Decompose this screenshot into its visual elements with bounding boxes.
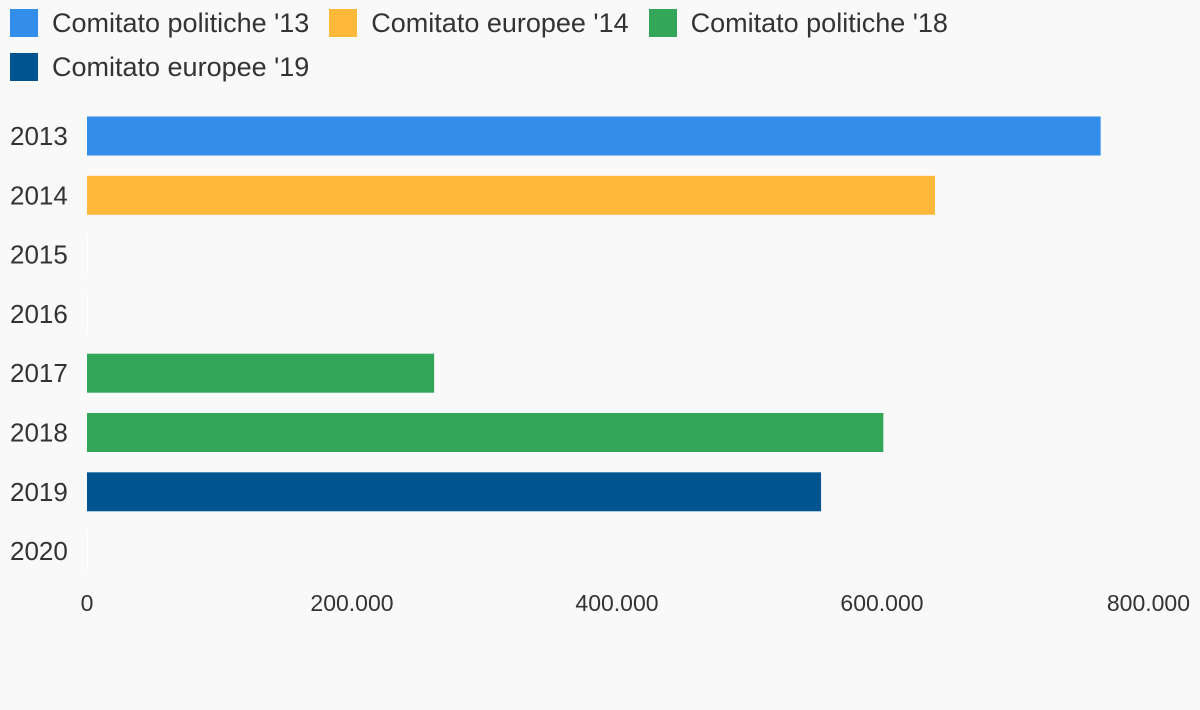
- bar-2019[interactable]: [87, 472, 822, 512]
- category-axis: 2013 2014 2015 2016 2017 2018 2019 2020: [10, 121, 68, 566]
- category-label-2018: 2018: [10, 418, 68, 448]
- x-tick-label: 600.000: [840, 590, 923, 616]
- legend: Comitato politiche '13 Comitato europee …: [10, 8, 1010, 82]
- value-axis: 0 200.000 400.000 600.000 800.000: [81, 590, 1190, 616]
- bar-2018[interactable]: [87, 413, 884, 452]
- legend-label-politiche-18: Comitato politiche '18: [690, 7, 948, 38]
- bar-2016[interactable]: [87, 294, 88, 334]
- bar-2014[interactable]: [87, 175, 935, 215]
- x-tick-label: 800.000: [1107, 590, 1190, 616]
- legend-item-europee-14[interactable]: Comitato europee '14: [329, 7, 629, 38]
- category-label-2015: 2015: [10, 240, 68, 270]
- category-label-2014: 2014: [10, 180, 68, 210]
- legend-swatch-politiche-13: [10, 9, 38, 37]
- legend-item-europee-19[interactable]: Comitato europee '19: [10, 52, 309, 82]
- legend-label-europee-19: Comitato europee '19: [52, 51, 310, 82]
- x-tick-label: 400.000: [575, 590, 658, 616]
- category-label-2013: 2013: [10, 121, 68, 151]
- legend-item-politiche-13[interactable]: Comitato politiche '13: [10, 8, 309, 38]
- category-label-2020: 2020: [10, 536, 68, 566]
- legend-swatch-europee-19: [10, 53, 38, 81]
- category-label-2016: 2016: [10, 299, 68, 329]
- bars-layer: [87, 116, 1101, 571]
- legend-swatch-europee-14: [329, 9, 358, 37]
- x-tick-label: 0: [81, 590, 94, 616]
- legend-label-europee-14: Comitato europee '14: [371, 7, 629, 38]
- category-label-2019: 2019: [10, 477, 68, 507]
- bar-2017[interactable]: [87, 353, 435, 393]
- bar-2020[interactable]: [87, 531, 88, 571]
- legend-label-politiche-13: Comitato politiche '13: [52, 7, 310, 38]
- legend-swatch-politiche-18: [648, 9, 677, 37]
- bar-2013[interactable]: [87, 116, 1101, 156]
- category-label-2017: 2017: [10, 358, 68, 388]
- x-tick-label: 200.000: [310, 590, 393, 616]
- bar-2015[interactable]: [87, 235, 88, 275]
- legend-item-politiche-18[interactable]: Comitato politiche '18: [648, 7, 948, 38]
